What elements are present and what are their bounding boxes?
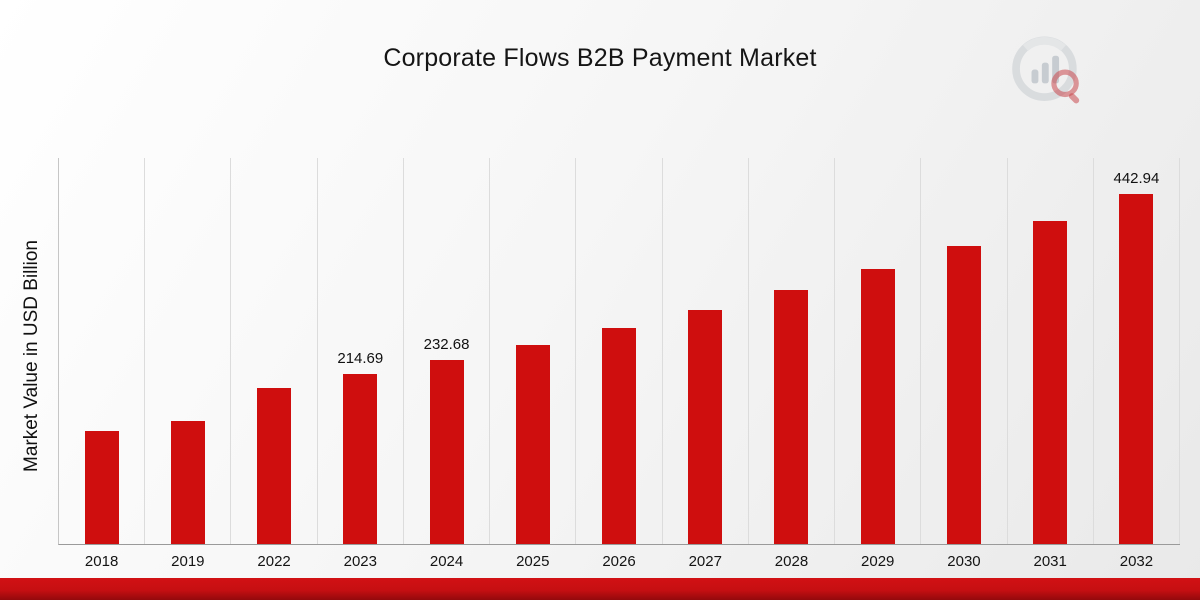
bottom-red-banner [0,578,1200,600]
x-tick-2027: 2027 [688,553,722,570]
x-tick-2024: 2024 [429,553,464,570]
value-label-2032: 442.94 [1113,170,1160,187]
bar-2026 [602,328,637,544]
value-label-2024: 232.68 [423,336,470,353]
category-slot-2025: 2025 [490,158,577,570]
category-slot-2027: 2027 [663,158,749,570]
category-slot-2031: 2031 [1008,158,1094,570]
category-slot-2026: 2026 [576,158,663,570]
bar-chart-magnifier-logo-svg [1012,36,1080,104]
category-slot-2028: 2028 [749,158,836,570]
x-tick-2025: 2025 [516,553,550,570]
category-slot-2018: 2018 [59,158,146,570]
bar-2019 [170,421,205,544]
category-slot-2030: 2030 [921,158,1008,570]
bar-2024 [429,360,464,544]
x-tick-2022: 2022 [257,553,291,570]
bar-2023 [343,374,378,544]
value-label-2023: 214.69 [337,350,384,367]
category-slot-2023: 214.69 2023 [318,158,404,570]
bar-2025 [515,345,550,544]
chart-title: Corporate Flows B2B Payment Market [383,44,817,72]
x-tick-2018: 2018 [84,553,119,570]
x-tick-2029: 2029 [861,553,895,570]
bar-2030 [946,246,981,544]
x-tick-2031: 2031 [1033,553,1067,570]
y-axis-label: Market Value in USD Billion [21,240,42,472]
bar-2027 [688,310,723,544]
bar-2028 [774,290,809,544]
bar-2032 [1119,194,1154,544]
brand-logo-icon [1004,30,1090,116]
x-tick-2019: 2019 [171,553,205,570]
bar-2018 [84,431,119,544]
category-slot-2024: 232.68 2024 [404,158,491,570]
bar-2022 [257,388,292,544]
x-tick-2023: 2023 [343,553,377,570]
category-slot-2022: 2022 [231,158,318,570]
x-tick-2028: 2028 [774,553,809,570]
category-slot-2032: 442.94 2032 [1094,158,1181,570]
plot-area: 2018 2019 2022 214.69 2023 232.68 2024 2025 2026… [58,158,1181,570]
category-slot-2029: 2029 [835,158,922,570]
bar-2031 [1033,221,1068,544]
category-slot-2019: 2019 [145,158,232,570]
x-tick-2030: 2030 [947,553,981,570]
x-tick-2026: 2026 [602,553,636,570]
bar-2029 [860,269,895,544]
x-tick-2032: 2032 [1119,553,1154,570]
